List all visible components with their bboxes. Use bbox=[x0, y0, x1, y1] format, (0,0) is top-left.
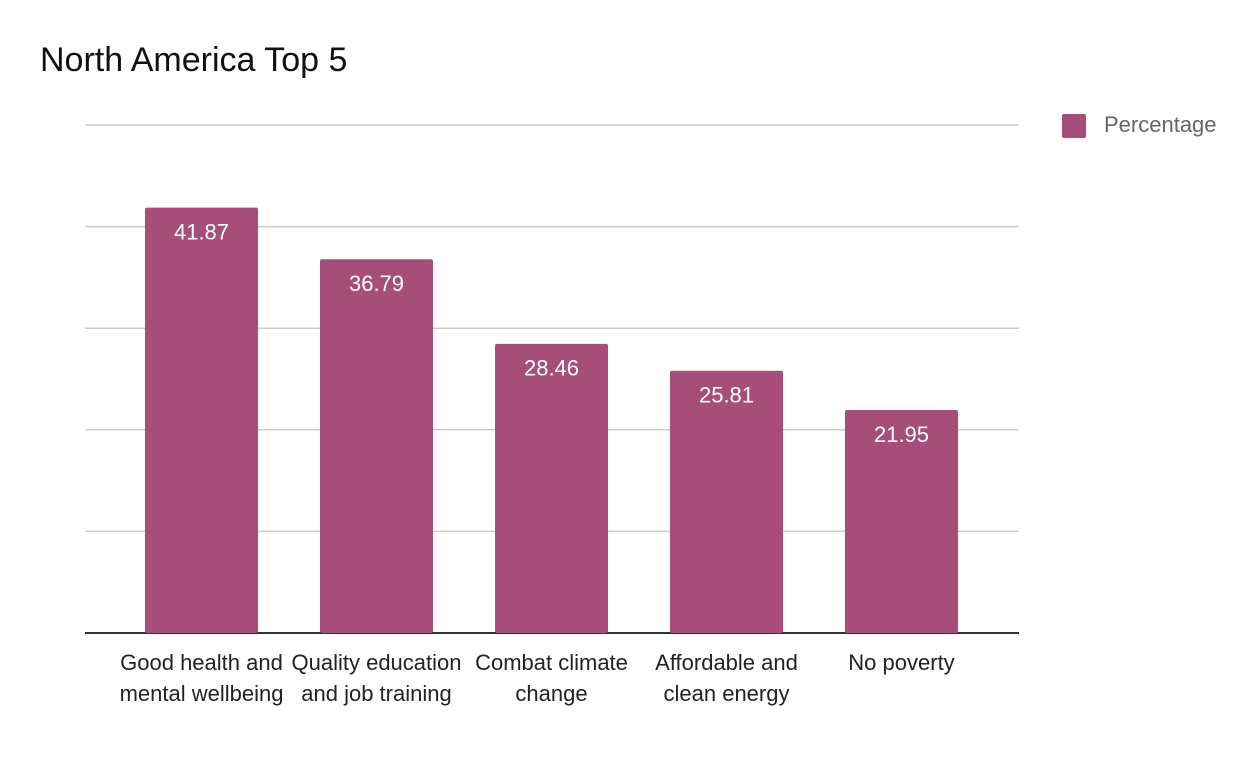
value-label: 28.46 bbox=[524, 356, 579, 381]
chart-title: North America Top 5 bbox=[40, 41, 347, 79]
legend-label: Percentage bbox=[1104, 112, 1217, 137]
x-tick-label: Quality education and job training bbox=[291, 650, 462, 706]
value-label: 41.87 bbox=[174, 219, 229, 244]
x-tick-label: No poverty bbox=[848, 650, 955, 675]
bar bbox=[845, 409, 958, 633]
bar bbox=[320, 259, 433, 633]
value-label: 36.79 bbox=[349, 271, 404, 296]
bar bbox=[495, 343, 608, 633]
bar bbox=[670, 370, 783, 633]
x-tick-label: Affordable and clean energy bbox=[655, 650, 798, 706]
bar bbox=[145, 207, 258, 633]
x-tick-label: Good health and mental wellbeing bbox=[119, 650, 284, 706]
legend-swatch bbox=[1062, 114, 1086, 138]
value-label: 25.81 bbox=[699, 383, 754, 408]
x-tick-label: Combat climate change bbox=[475, 650, 628, 706]
value-label: 21.95 bbox=[874, 422, 929, 447]
